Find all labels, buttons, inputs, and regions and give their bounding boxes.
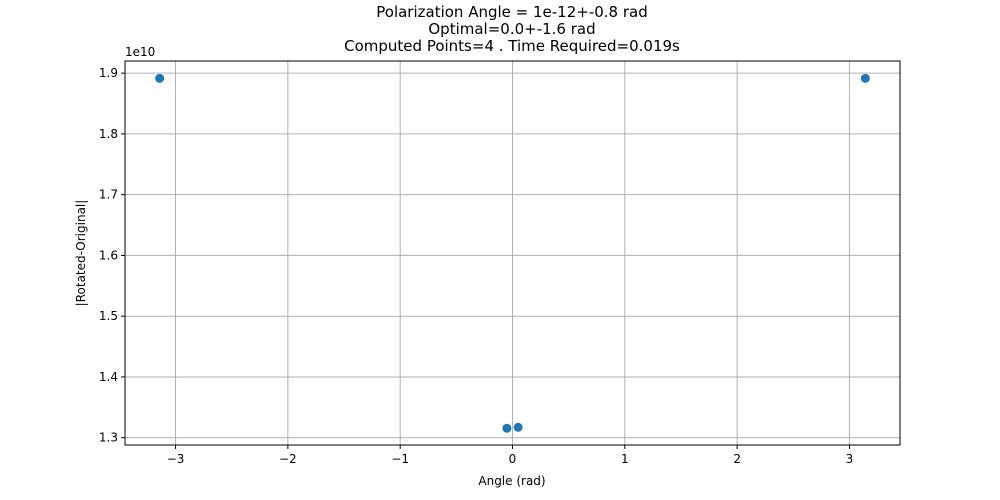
data-point <box>155 73 165 83</box>
y-axis-label: |Rotated-Original| <box>74 200 88 307</box>
y-offset-label: 1e10 <box>125 45 155 59</box>
grid <box>125 61 900 445</box>
x-tick-label: 3 <box>846 452 854 466</box>
y-tick-label: 1.4 <box>99 370 118 384</box>
chart-title: Polarization Angle = 1e-12+-0.8 rad Opti… <box>344 3 680 55</box>
title-line-1: Polarization Angle = 1e-12+-0.8 rad <box>376 3 648 21</box>
data-points <box>155 73 870 433</box>
y-tick-label: 1.6 <box>99 248 118 262</box>
x-tick-label: −2 <box>279 452 297 466</box>
y-tick-label: 1.5 <box>99 309 118 323</box>
y-tick-label: 1.7 <box>99 188 118 202</box>
y-tick-label: 1.8 <box>99 127 118 141</box>
x-tick-label: 0 <box>509 452 517 466</box>
x-axis-label: Angle (rad) <box>478 474 545 488</box>
y-tick-label: 1.9 <box>99 66 118 80</box>
data-point <box>860 73 870 83</box>
title-line-2: Optimal=0.0+-1.6 rad <box>428 20 595 38</box>
title-line-3: Computed Points=4 . Time Required=0.019s <box>344 37 680 55</box>
data-point <box>502 423 512 433</box>
x-tick-label: −1 <box>391 452 409 466</box>
y-tick-label: 1.3 <box>99 431 118 445</box>
axis-ticks: −3 −2 −1 0 1 2 3 1.3 1.4 1.5 1.6 1.7 1.8 1.9 <box>99 66 853 466</box>
axes-frame <box>124 60 901 446</box>
x-tick-label: 1 <box>621 452 629 466</box>
x-tick-label: −3 <box>167 452 185 466</box>
x-tick-label: 2 <box>733 452 741 466</box>
data-point <box>513 422 523 432</box>
